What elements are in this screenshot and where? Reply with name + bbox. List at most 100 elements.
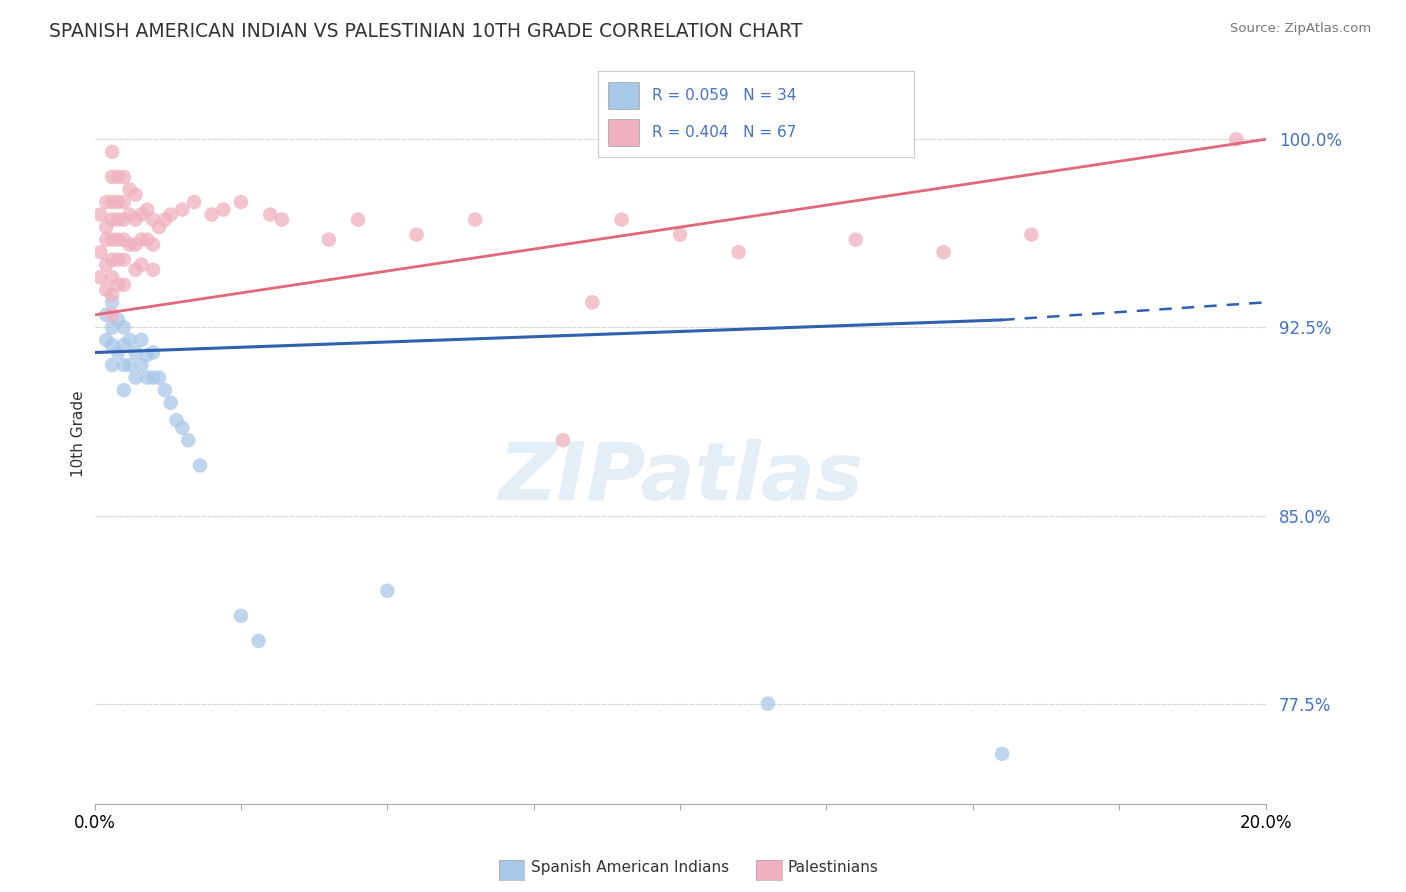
Point: [118, 358, 141, 372]
Point: [669, 227, 692, 242]
Point: [89, 245, 111, 260]
Point: [201, 208, 224, 222]
Point: [112, 233, 135, 247]
Point: [118, 208, 141, 222]
Point: [1021, 227, 1043, 242]
Text: ZIPatlas: ZIPatlas: [498, 440, 863, 517]
Y-axis label: 10th Grade: 10th Grade: [72, 391, 86, 477]
Point: [107, 252, 129, 267]
Point: [101, 338, 124, 352]
Point: [112, 212, 135, 227]
Point: [124, 262, 146, 277]
Point: [229, 194, 252, 209]
Point: [96, 308, 118, 322]
Point: [112, 277, 135, 292]
Text: Spanish American Indians: Spanish American Indians: [531, 860, 730, 874]
Point: [124, 370, 146, 384]
Point: [124, 237, 146, 252]
Point: [101, 270, 124, 285]
Point: [96, 220, 118, 235]
Point: [932, 245, 955, 260]
Point: [153, 212, 176, 227]
Point: [101, 233, 124, 247]
Point: [148, 220, 170, 235]
Point: [112, 320, 135, 334]
Point: [464, 212, 486, 227]
Point: [112, 338, 135, 352]
Point: [131, 208, 153, 222]
Point: [136, 202, 159, 217]
Point: [118, 333, 141, 347]
Point: [107, 212, 129, 227]
Point: [375, 583, 398, 598]
Point: [101, 295, 124, 310]
Point: [142, 345, 165, 359]
Point: [124, 212, 146, 227]
Point: [148, 370, 170, 384]
Point: [96, 194, 118, 209]
Point: [112, 358, 135, 372]
Point: [101, 169, 124, 184]
Point: [107, 194, 129, 209]
Point: [124, 345, 146, 359]
Point: [107, 233, 129, 247]
Point: [112, 194, 135, 209]
Point: [136, 233, 159, 247]
Point: [112, 169, 135, 184]
Point: [142, 262, 165, 277]
Point: [172, 202, 194, 217]
Point: [112, 252, 135, 267]
Point: [581, 295, 603, 310]
Point: [101, 288, 124, 302]
Point: [107, 313, 129, 327]
Point: [136, 348, 159, 362]
Point: [101, 252, 124, 267]
Point: [1225, 132, 1247, 146]
Point: [118, 237, 141, 252]
Point: [229, 608, 252, 623]
Point: [107, 277, 129, 292]
Point: [183, 194, 205, 209]
Point: [101, 308, 124, 322]
Point: [159, 208, 181, 222]
Point: [259, 208, 281, 222]
Point: [845, 233, 868, 247]
Text: SPANISH AMERICAN INDIAN VS PALESTINIAN 10TH GRADE CORRELATION CHART: SPANISH AMERICAN INDIAN VS PALESTINIAN 1…: [49, 22, 803, 41]
Point: [142, 212, 165, 227]
Point: [318, 233, 340, 247]
Point: [96, 258, 118, 272]
Point: [166, 413, 188, 427]
Point: [159, 395, 181, 409]
Point: [107, 169, 129, 184]
Point: [247, 634, 270, 648]
Point: [991, 747, 1014, 761]
Text: Source: ZipAtlas.com: Source: ZipAtlas.com: [1230, 22, 1371, 36]
Point: [96, 333, 118, 347]
Point: [136, 370, 159, 384]
Text: Palestinians: Palestinians: [787, 860, 879, 874]
Point: [142, 237, 165, 252]
Point: [101, 320, 124, 334]
Point: [142, 370, 165, 384]
Point: [107, 345, 129, 359]
Point: [177, 434, 200, 448]
Point: [118, 182, 141, 196]
Point: [89, 208, 111, 222]
Point: [131, 333, 153, 347]
Point: [271, 212, 294, 227]
Point: [756, 697, 779, 711]
Point: [405, 227, 427, 242]
Point: [101, 145, 124, 159]
Point: [96, 283, 118, 297]
Point: [188, 458, 211, 473]
Point: [347, 212, 370, 227]
Point: [131, 258, 153, 272]
Point: [153, 383, 176, 397]
Point: [101, 358, 124, 372]
Point: [727, 245, 749, 260]
Point: [551, 434, 574, 448]
Point: [89, 270, 111, 285]
Point: [124, 187, 146, 202]
Point: [212, 202, 235, 217]
Point: [172, 421, 194, 435]
